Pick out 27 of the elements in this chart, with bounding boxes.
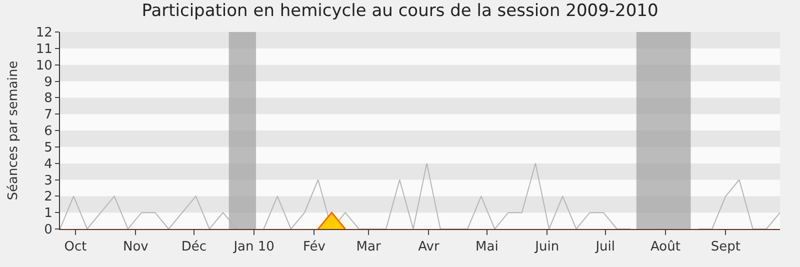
x-tick-label: Jan 10 xyxy=(232,240,274,255)
x-tick-label: Août xyxy=(650,240,680,255)
x-tick-label: Déc xyxy=(181,240,206,255)
y-tick-label: 8 xyxy=(44,91,52,106)
y-tick-label: 5 xyxy=(44,140,52,156)
x-tick-label: Nov xyxy=(123,240,149,255)
x-tick-label: Fév xyxy=(302,240,326,255)
y-tick-label: 7 xyxy=(44,108,52,123)
y-tick-label: 10 xyxy=(36,58,52,74)
x-tick-label: Oct xyxy=(64,240,87,255)
y-tick-label: 9 xyxy=(44,74,52,90)
y-tick-label: 4 xyxy=(44,156,52,172)
y-axis-title: Séances par semaine xyxy=(6,60,21,200)
chart-title: Participation en hemicycle au cours de la session 2009-2010 xyxy=(142,0,658,21)
x-tick-label: Mar xyxy=(356,240,382,255)
y-tick-label: 6 xyxy=(44,124,52,140)
y-tick-label: 11 xyxy=(36,42,52,57)
x-tick-label: Mai xyxy=(476,240,498,255)
x-tick-label: Sept xyxy=(710,240,740,255)
y-tick-label: 3 xyxy=(44,173,52,188)
x-tick-label: Avr xyxy=(418,240,440,255)
x-tick-label: Juil xyxy=(594,240,615,255)
y-tick-label: 12 xyxy=(36,26,52,41)
x-tick-label: Juin xyxy=(534,240,560,255)
y-tick-label: 0 xyxy=(44,222,52,238)
y-tick-label: 2 xyxy=(44,190,52,205)
y-tick-label: 1 xyxy=(44,206,52,222)
